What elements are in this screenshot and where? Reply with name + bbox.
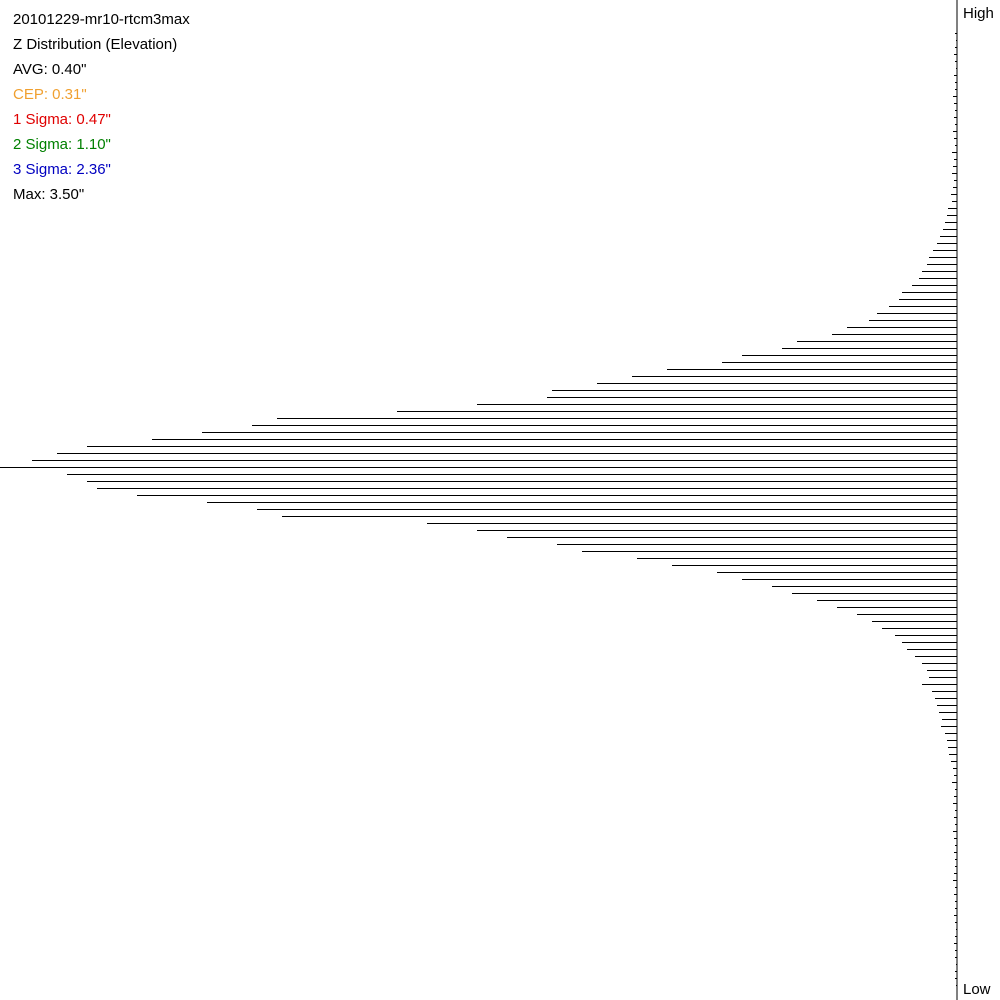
annotation: Max: 3.50" [13, 186, 84, 203]
annotation: CEP: 0.31" [13, 86, 87, 103]
annotation: AVG: 0.40" [13, 61, 86, 78]
annotation: 20101229-mr10-rtcm3max [13, 11, 190, 28]
annotation: 2 Sigma: 1.10" [13, 136, 111, 153]
annotation: 1 Sigma: 0.47" [13, 111, 111, 128]
axis-bottom-label: Low [963, 981, 991, 998]
annotation: 3 Sigma: 2.36" [13, 161, 111, 178]
annotation: Z Distribution (Elevation) [13, 36, 177, 53]
axis-top-label: High [963, 5, 994, 22]
